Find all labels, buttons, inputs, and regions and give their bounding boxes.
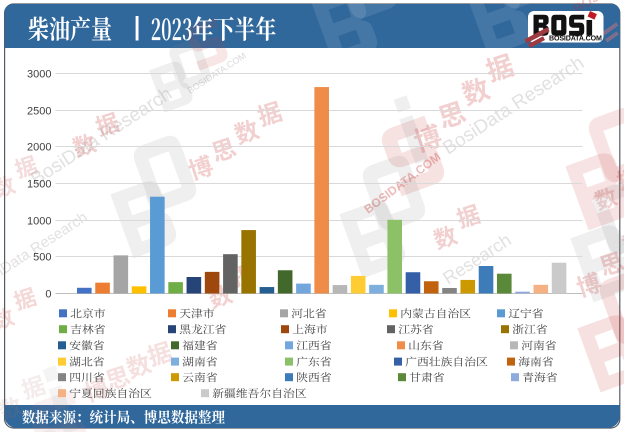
svg-text:1500: 1500	[27, 179, 51, 191]
svg-text:1000: 1000	[27, 216, 51, 228]
svg-text:2500: 2500	[27, 106, 51, 118]
svg-text:0: 0	[45, 289, 51, 301]
svg-text:2000: 2000	[27, 142, 51, 154]
svg-text:BOSIDATA.COM: BOSIDATA.COM	[549, 35, 602, 43]
svg-text:500: 500	[33, 252, 51, 264]
svg-text:3000: 3000	[27, 69, 51, 81]
